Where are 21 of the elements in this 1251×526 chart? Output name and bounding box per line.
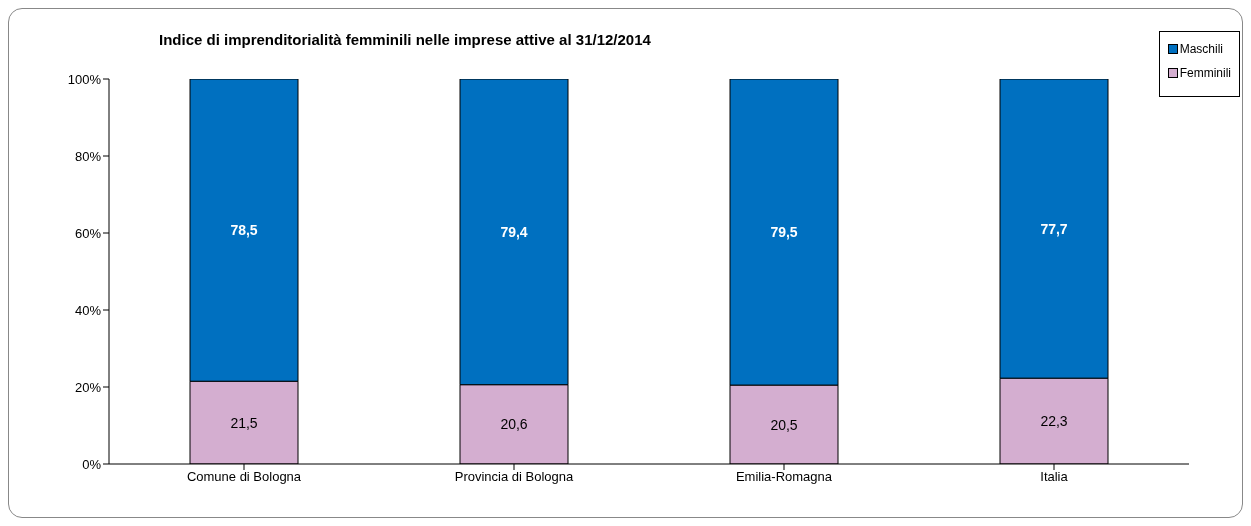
data-label: 78,5 [230, 222, 258, 239]
y-tick-label: 40% [74, 302, 102, 318]
chart-title: Indice di imprenditorialità femminili nelle imprese attive al 31/12/2014 [159, 31, 651, 48]
x-tick-label: Comune di Bologna [186, 469, 302, 485]
y-tick-label: 100% [67, 71, 102, 87]
data-label: 77,7 [1040, 220, 1068, 237]
data-label: 22,3 [1040, 413, 1068, 430]
data-label: 79,4 [500, 223, 528, 240]
data-label: 20,6 [500, 416, 528, 433]
x-tick-label: Provincia di Bologna [454, 469, 575, 485]
legend-label: Maschili [1178, 42, 1224, 56]
data-label: 79,5 [770, 224, 798, 241]
x-tick-label: Italia [1040, 469, 1069, 485]
x-tick-label: Emilia-Romagna [735, 469, 833, 485]
y-tick-label: 20% [74, 379, 102, 395]
y-tick-label: 80% [74, 148, 102, 164]
y-tick-label: 60% [74, 225, 102, 241]
data-label: 20,5 [770, 416, 798, 433]
legend-label: Femminili [1178, 66, 1231, 80]
data-label: 21,5 [230, 414, 258, 431]
y-tick-label: 0% [82, 456, 102, 472]
